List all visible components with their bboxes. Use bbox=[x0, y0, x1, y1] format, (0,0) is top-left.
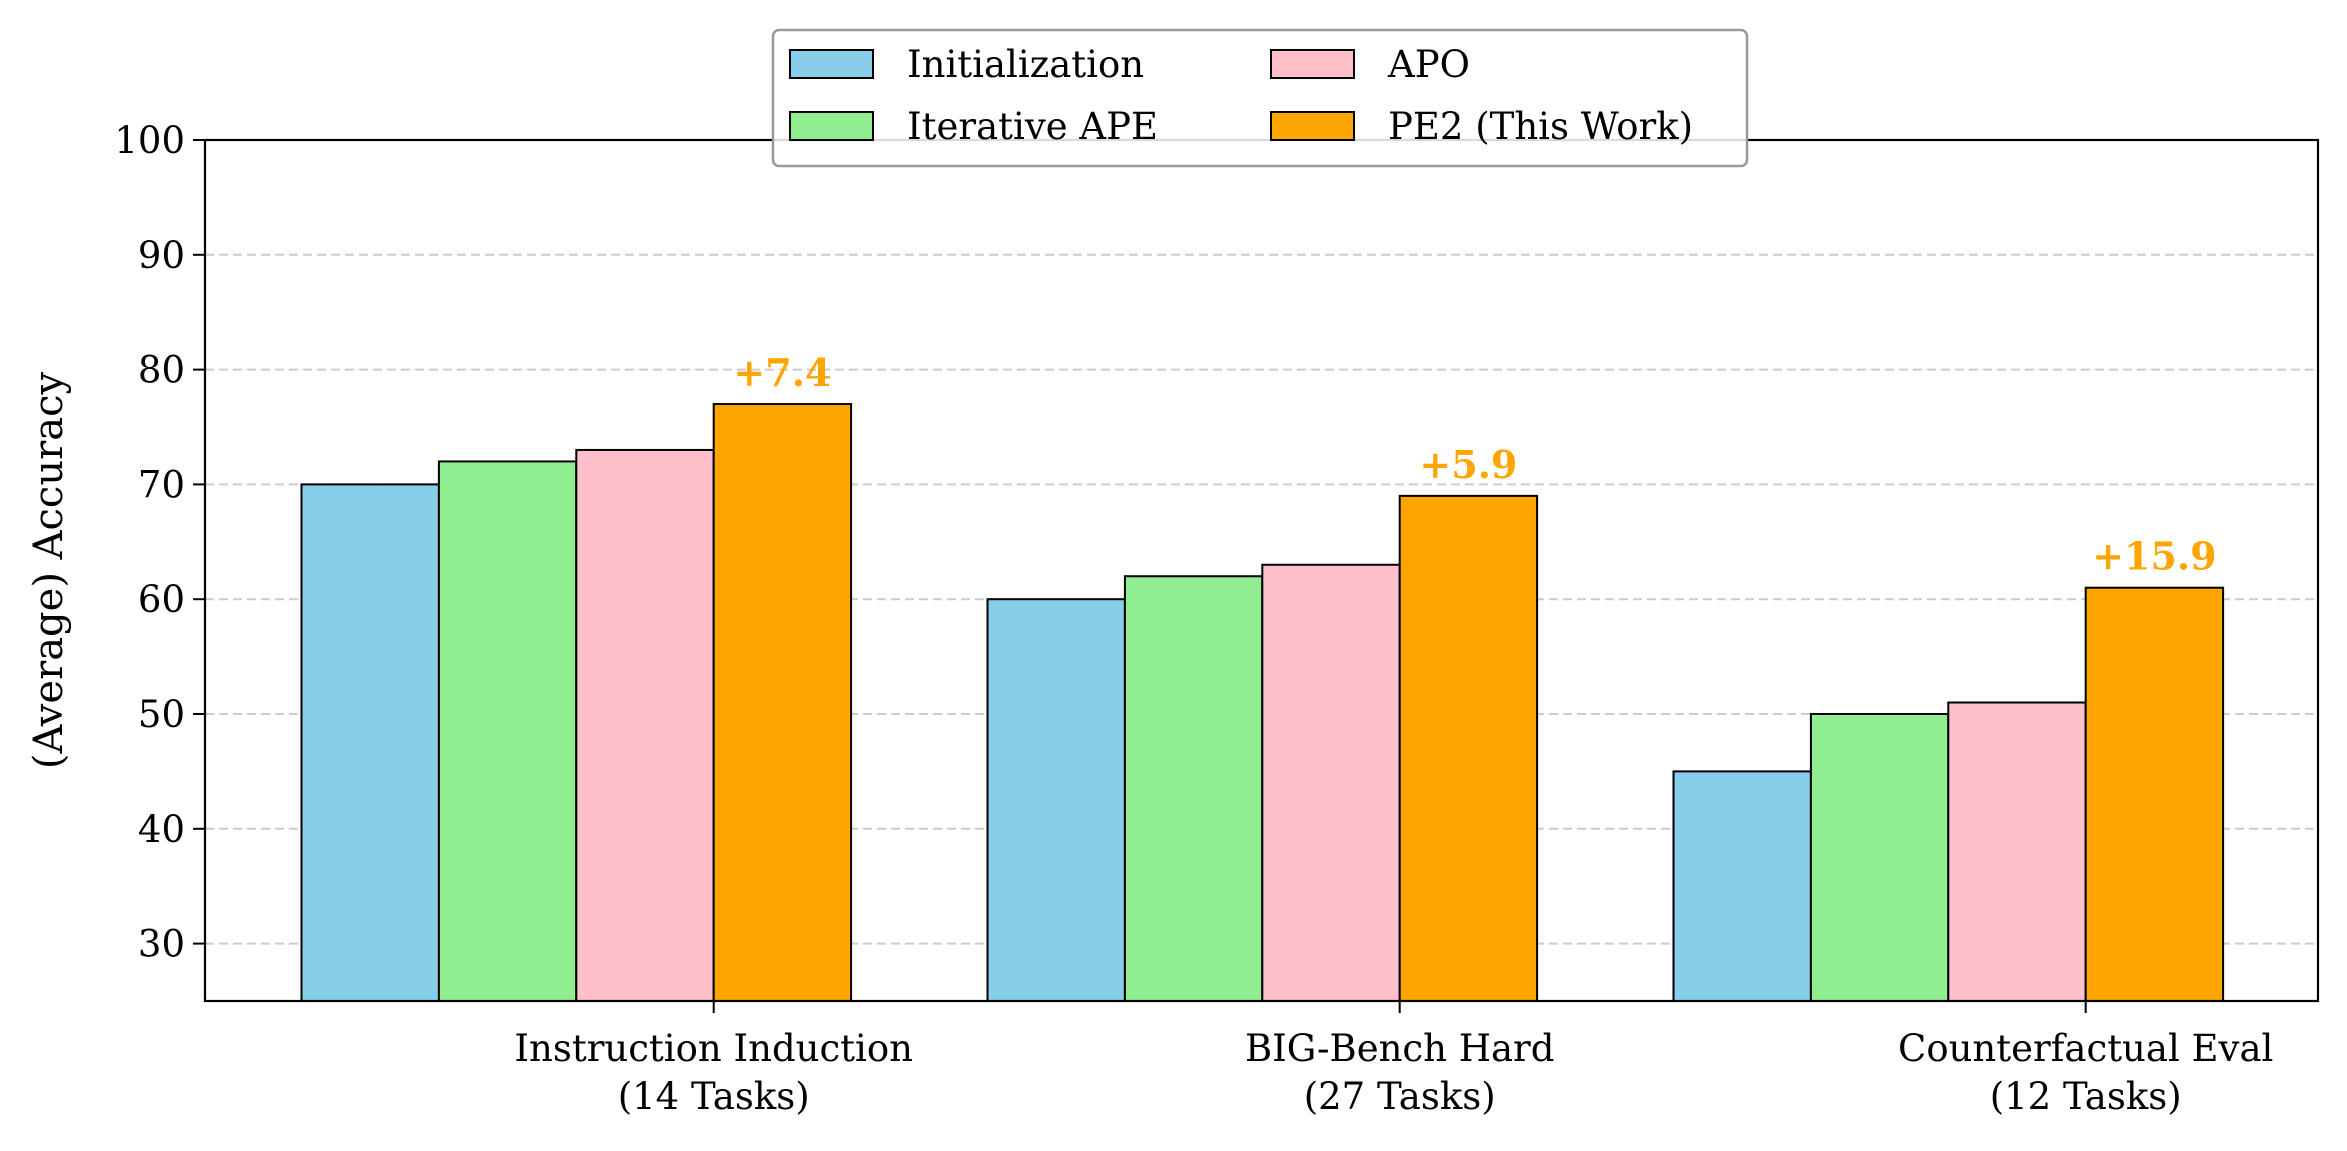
x-tick-label: Counterfactual Eval bbox=[1898, 1027, 2273, 1070]
bar bbox=[986, 598, 1126, 1002]
bar bbox=[1809, 713, 1950, 1002]
x-tick-label: (27 Tasks) bbox=[1304, 1075, 1496, 1118]
y-tick-label: 40 bbox=[138, 808, 185, 851]
legend-swatch bbox=[1270, 49, 1355, 79]
y-axis-label: (Average) Accuracy bbox=[26, 372, 72, 770]
bar bbox=[1261, 563, 1401, 1002]
bars bbox=[300, 403, 2225, 1003]
legend: Initialization APO Iterative APE PE2 (This … bbox=[771, 28, 1749, 168]
x-tick-label: (12 Tasks) bbox=[1990, 1075, 2182, 1118]
y-tick-label: 100 bbox=[114, 119, 185, 162]
bar bbox=[1672, 770, 1812, 1003]
legend-swatch bbox=[789, 49, 874, 79]
bar bbox=[437, 460, 578, 1002]
y-tick-label: 60 bbox=[138, 578, 185, 621]
bar bbox=[1398, 494, 1539, 1002]
y-tick-label: 50 bbox=[138, 693, 185, 736]
legend-box bbox=[771, 28, 1749, 168]
bar bbox=[300, 483, 440, 1002]
x-tick-label: (14 Tasks) bbox=[618, 1075, 810, 1118]
x-tick-label: BIG-Bench Hard bbox=[1245, 1027, 1554, 1070]
bar bbox=[2084, 586, 2225, 1002]
annotations: +7.4 +5.9 +15.9 bbox=[733, 350, 2216, 579]
bar bbox=[1947, 701, 2087, 1003]
legend-swatch bbox=[1270, 111, 1355, 141]
improvement-annotation: +5.9 bbox=[1419, 442, 1517, 487]
bar bbox=[712, 403, 853, 1003]
improvement-annotation: +15.9 bbox=[2092, 534, 2216, 579]
y-tick-label: 80 bbox=[138, 349, 185, 392]
legend-label: Initialization bbox=[907, 43, 1144, 86]
legend-swatch bbox=[789, 111, 874, 141]
x-axis: Instruction Induction (14 Tasks) BIG-Bench… bbox=[514, 1001, 2273, 1118]
legend-label: PE2 (This Work) bbox=[1388, 105, 1693, 148]
bar bbox=[1123, 575, 1264, 1002]
bar bbox=[575, 448, 715, 1002]
y-tick-label: 90 bbox=[138, 234, 185, 277]
y-axis: 30 40 50 60 70 80 90 100 bbox=[114, 119, 205, 966]
x-tick-label: Instruction Induction bbox=[514, 1027, 913, 1070]
legend-label: Iterative APE bbox=[907, 105, 1158, 148]
legend-label: APO bbox=[1387, 43, 1470, 86]
improvement-annotation: +7.4 bbox=[733, 350, 831, 395]
y-tick-label: 30 bbox=[138, 923, 185, 966]
y-tick-label: 70 bbox=[138, 463, 185, 506]
